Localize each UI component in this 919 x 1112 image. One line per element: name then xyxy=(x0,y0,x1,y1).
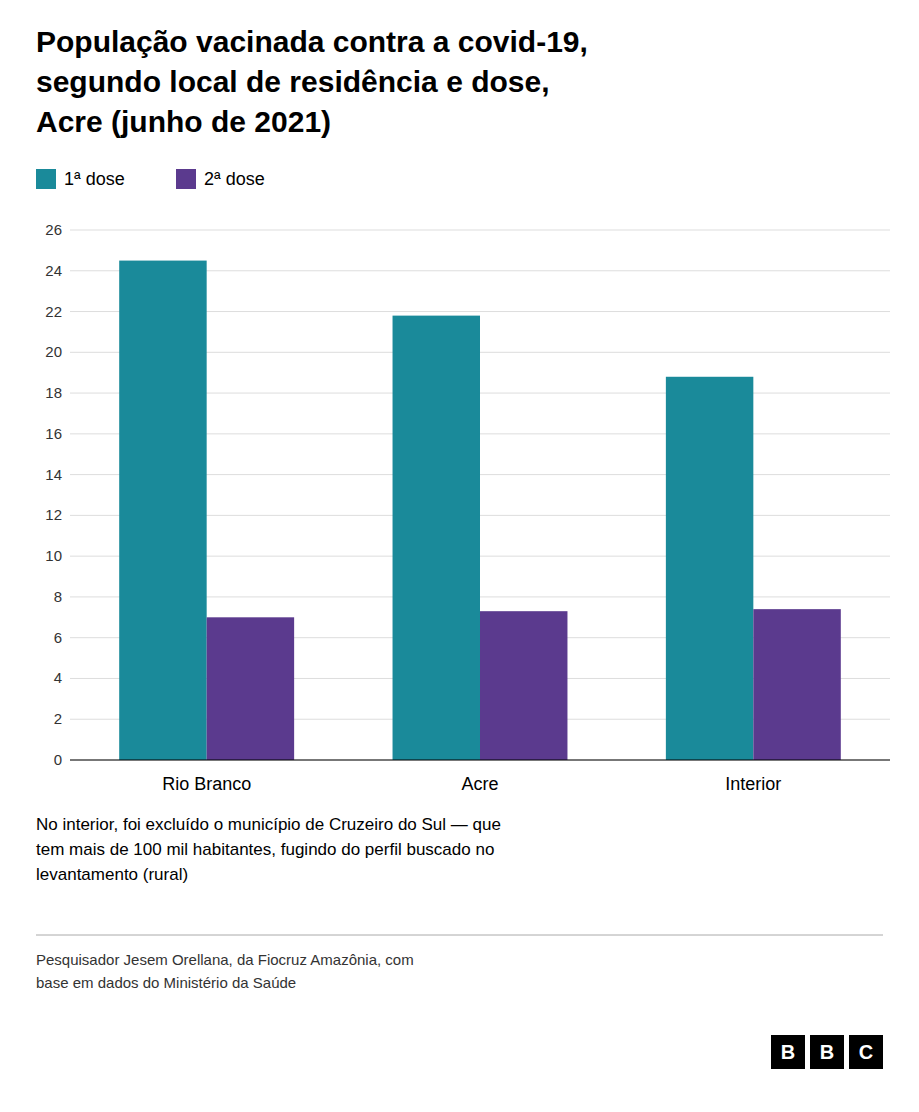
logo-box xyxy=(810,1035,844,1069)
bar xyxy=(393,316,480,760)
x-tick-label: Acre xyxy=(461,774,498,794)
y-tick-label: 12 xyxy=(45,506,62,523)
logo-box xyxy=(849,1035,883,1069)
y-tick-label: 14 xyxy=(45,466,62,483)
x-tick-label: Rio Branco xyxy=(162,774,251,794)
bar xyxy=(119,261,206,760)
y-tick-label: 8 xyxy=(54,588,62,605)
legend-swatch xyxy=(36,169,56,189)
legend-label: 1ª dose xyxy=(64,169,125,189)
logo: BBC xyxy=(771,1035,883,1069)
legend-swatch xyxy=(176,169,196,189)
source: Pesquisador Jesem Orellana, da Fiocruz A… xyxy=(36,951,414,991)
logo-letter: B xyxy=(781,1041,795,1063)
y-tick-label: 10 xyxy=(45,547,62,564)
y-tick-label: 6 xyxy=(54,629,62,646)
y-axis: 02468101214161820222426 xyxy=(45,221,890,768)
x-axis-line xyxy=(70,760,890,761)
x-tick-label: Interior xyxy=(725,774,781,794)
y-tick-label: 20 xyxy=(45,343,62,360)
y-tick-label: 0 xyxy=(54,751,62,768)
bar xyxy=(753,609,840,760)
logo-letter: C xyxy=(859,1041,873,1063)
grid-line xyxy=(70,760,890,761)
grid-line xyxy=(70,230,890,231)
y-tick-label: 16 xyxy=(45,425,62,442)
legend: 1ª dose 2ª dose xyxy=(36,169,265,189)
x-axis: Rio Branco Acre Interior xyxy=(162,774,781,794)
chart: População vacinada contra a covid-19,seg… xyxy=(0,0,919,1112)
bars xyxy=(119,261,841,760)
separator xyxy=(36,935,883,936)
bar xyxy=(666,377,753,760)
legend-label: 2ª dose xyxy=(204,169,265,189)
logo-box xyxy=(771,1035,805,1069)
y-tick-label: 26 xyxy=(45,221,62,238)
bar xyxy=(480,611,567,760)
y-tick-label: 18 xyxy=(45,384,62,401)
title: População vacinada contra a covid-19,seg… xyxy=(36,25,588,138)
bar xyxy=(207,617,294,760)
y-tick-label: 2 xyxy=(54,710,62,727)
logo-letter: B xyxy=(820,1041,834,1063)
background xyxy=(0,0,919,1112)
y-tick-label: 4 xyxy=(54,669,62,686)
y-tick-label: 24 xyxy=(45,262,62,279)
footnote: No interior, foi excluído o município de… xyxy=(36,815,501,884)
y-tick-label: 22 xyxy=(45,303,62,320)
